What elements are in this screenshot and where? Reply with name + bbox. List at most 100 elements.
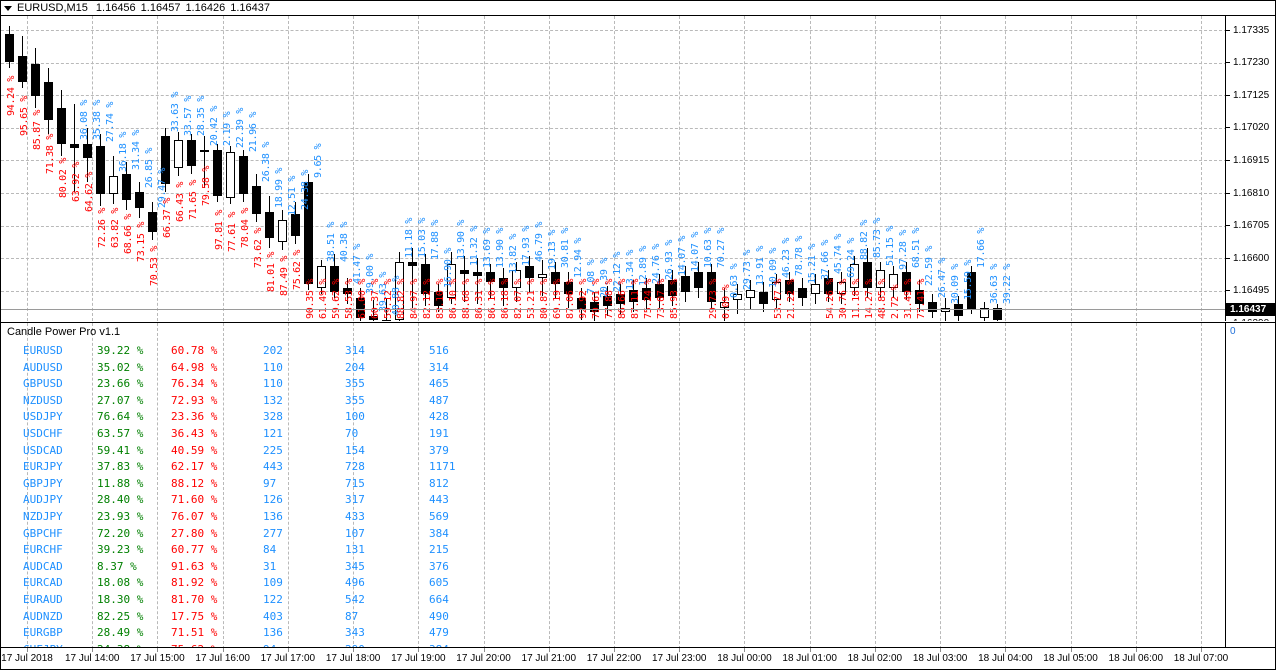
bear-count-cell: 131 [345,543,365,557]
candle-wick [412,248,413,308]
tick-mark-icon [1226,257,1230,259]
symbol-cell: GBPUSD [23,377,63,391]
price-tick-label: 1.17020 [1233,122,1270,134]
bull-percent-cell: 35.02 % [97,360,144,374]
bull-percent-label: 19.13 % [547,229,558,270]
total-cell: 191 [429,426,449,440]
quote-open: 1.16456 [95,2,136,14]
bear-count-cell: 355 [345,393,365,407]
bear-percent-label: 53.77 % [773,278,784,319]
price-tick-label: 1.16705 [1233,220,1270,232]
bear-percent-label: 87.11 % [630,278,641,319]
bull-percent-label: 13.90 % [495,227,506,268]
bear-percent-label: 80.02 % [58,157,69,198]
bear-percent-label: 87.49 % [279,255,290,296]
bear-count-cell: 204 [345,360,365,374]
time-tick-label: 17 Jul 23:00 [651,653,707,664]
bull-percent-label: 85.73 % [872,217,883,258]
vertical-gridline [614,323,615,648]
candle-body-bear [265,212,274,238]
candle-body-bull [538,274,547,278]
bear-percent-cell: 17.75 % [171,609,218,623]
time-tick-label: 18 Jul 01:00 [782,653,837,664]
price-scale[interactable]: 1.17335 1.17230 1.17125 1.17020 1.16915 1.168… [1225,16,1275,321]
chart-titlebar: EURUSD,M15 1.16456 1.16457 1.16426 1.164… [1,1,1275,16]
candle-wick [373,300,374,321]
indicator-subwindow[interactable] [1,322,1227,648]
bear-percent-label: 73.07 % [656,278,667,319]
price-tick: 1.17125 [1226,89,1275,101]
horizontal-gridline [1,95,1227,97]
time-tick-mark [157,648,159,652]
vertical-gridline [353,16,355,321]
table-row: GBPCHF 72.20 % 27.80 % 277 107 384 [5,526,449,543]
time-tick-mark [27,648,28,652]
symbol-cell: EURGBP [23,626,63,640]
bear-count-cell: 343 [345,626,365,640]
candle-body-bull [447,264,456,298]
price-tick-label: 1.16810 [1233,187,1270,199]
candle-body-bear [187,140,196,166]
candle-body-bear [590,302,599,312]
bull-count-cell: 121 [263,426,283,440]
price-chart-pane[interactable]: 94.24 % 95.65 % 85.87 % 71.38 % 80.02 % 36.08… [1,16,1227,321]
bull-percent-label: 9.65 % [313,143,324,178]
time-tick-mark [418,648,420,652]
time-scale[interactable]: 17 Jul 2018 17 Jul 14:00 17 Jul 15:00 17 Ju… [1,647,1275,669]
vertical-gridline [92,323,94,648]
table-row: GBPUSD 23.66 % 76.34 % 110 355 465 [5,376,449,393]
bull-percent-cell: 28.49 % [97,626,144,640]
bull-percent-label: 30.81 % [560,227,571,268]
table-row: EURGBP 28.49 % 71.51 % 136 343 479 [5,625,449,642]
bear-percent-label: 83.10 % [435,278,446,319]
bull-percent-label: 36.08 % [79,99,90,140]
bear-percent-label: 75.24 % [643,278,654,319]
bull-percent-cell: 63.57 % [97,426,144,440]
candle-wick [74,104,75,192]
bear-percent-label: 84.97 % [409,278,420,319]
bear-percent-cell: 76.07 % [171,509,218,523]
bear-percent-cell: 36.43 % [171,426,218,440]
candle-body-bear [551,272,560,284]
bull-percent-label: 39.22 % [1002,263,1013,304]
vertical-gridline [1005,323,1007,648]
vertical-gridline [418,16,420,321]
bear-percent-label: 81.01 % [266,251,277,292]
bull-percent-cell: 82.25 % [97,609,144,623]
price-tick: 1.16810 [1226,187,1275,199]
tick-mark-icon [1226,62,1230,64]
bull-count-cell: 84 [263,543,277,557]
symbol-cell: USDJPY [23,410,63,424]
bull-percent-label: 15.21 % [807,243,818,284]
candle-body-bull [876,270,885,288]
last-price-badge: 1.16437 [1226,302,1275,316]
bull-percent-label: 14.07 % [690,231,701,272]
triangle-down-icon[interactable] [4,5,12,11]
bull-percent-label: 36.18 % [118,131,129,172]
bear-percent-label: 80.87 % [539,278,550,319]
vertical-gridline [679,323,681,648]
bear-count-cell: 728 [345,460,365,474]
bull-count-cell: 136 [263,509,283,523]
bull-percent-cell: 59.41 % [97,443,144,457]
vertical-gridline [809,323,811,648]
symbol-cell: GBPCHF [23,526,63,540]
bull-percent-label: 68.51 % [911,227,922,268]
bear-percent-label: 2.72 % [890,284,901,319]
candle-body-bear [304,182,313,284]
vertical-gridline [874,323,876,648]
price-tick-label: 1.17230 [1233,57,1270,69]
total-cell: 384 [429,526,449,540]
bear-percent-label: 82.07 % [513,278,524,319]
bull-percent-cell: 28.40 % [97,493,144,507]
time-tick-mark [222,648,224,652]
candle-body-bear [122,174,131,200]
candle-body-bear [434,292,443,306]
candle-body-bull [889,274,898,288]
indicator-scale[interactable]: 0 [1225,322,1275,648]
bear-percent-label: 73.15 % [136,221,147,262]
table-row: AUDUSD 35.02 % 64.98 % 110 204 314 [5,360,449,377]
price-tick: 1.17230 [1226,57,1275,69]
bear-percent-label: 60.37 % [370,278,381,319]
time-tick-mark [614,648,615,652]
